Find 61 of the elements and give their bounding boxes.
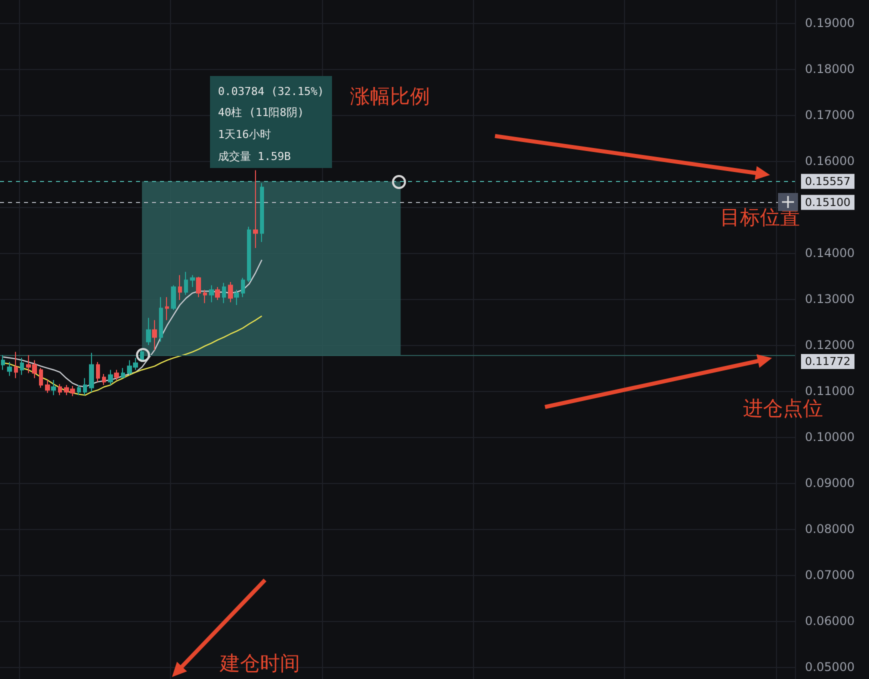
annotation: 40柱 (11阳8阴): [218, 106, 304, 119]
candlestick: [108, 369, 113, 386]
candlestick: [20, 357, 24, 376]
candlestick: [215, 286, 220, 300]
y-tick-label: 0.17000: [805, 108, 855, 122]
ref-line-label: 0.11772: [805, 355, 850, 368]
y-tick-label: 0.07000: [805, 568, 855, 582]
annotation: 涨幅比例: [350, 84, 430, 108]
candlestick: [45, 379, 50, 394]
candlestick: [196, 276, 201, 298]
y-tick-label: 0.11000: [805, 384, 855, 398]
candlestick: [83, 378, 87, 396]
candlestick: [114, 369, 119, 380]
candlestick: [253, 170, 258, 248]
candlestick: [165, 296, 169, 321]
candlestick: [203, 289, 207, 304]
y-tick-label: 0.16000: [805, 154, 855, 168]
candlestick: [184, 271, 188, 296]
ref-line-label: 0.15100: [805, 196, 850, 209]
candlestick: [190, 274, 195, 288]
candlestick: [102, 374, 106, 386]
candlestick: [146, 317, 151, 346]
annotation: 0.03784 (32.15%): [218, 85, 324, 98]
candlestick: [159, 296, 163, 342]
y-tick-label: 0.10000: [805, 430, 855, 444]
line-series: [2, 315, 262, 396]
annotation: 建仓时间: [219, 651, 300, 675]
y-tick-label: 0.13000: [805, 292, 855, 306]
candlestick: [234, 289, 239, 306]
candlestick: [51, 379, 56, 396]
candlestick: [178, 274, 182, 300]
candlestick: [89, 352, 94, 392]
candlestick: [58, 384, 62, 396]
candlestick: [121, 368, 125, 379]
candlestick: [14, 351, 18, 379]
candlestick: [247, 226, 251, 282]
candlestick: [39, 368, 43, 388]
ref-line-label: 0.15557: [805, 174, 850, 188]
candlestick: [228, 281, 233, 303]
y-tick-label: 0.05000: [805, 660, 855, 674]
y-tick-label: 0.08000: [805, 522, 855, 536]
line-series: [2, 259, 262, 388]
y-tick-label: 0.14000: [805, 246, 855, 260]
candlestick: [209, 284, 214, 303]
y-tick-label: 0.12000: [805, 338, 855, 352]
candlestick: [260, 182, 264, 242]
annotation: 1天16小时: [218, 128, 271, 141]
candlestick: [222, 282, 226, 304]
y-tick-label: 0.09000: [805, 476, 855, 490]
candlestick: [7, 362, 12, 376]
candlestick: [96, 362, 100, 382]
candlestick: [77, 384, 81, 396]
annotation: 进仓点位: [743, 396, 823, 420]
candlestick: [241, 277, 245, 298]
y-tick-label: 0.06000: [805, 614, 855, 628]
y-tick-label: 0.19000: [805, 16, 855, 30]
candlestick: [1, 354, 5, 370]
annotation: 成交量 1.59B: [218, 150, 292, 163]
candlestick: [152, 320, 157, 351]
candlestick: [171, 284, 176, 311]
y-tick-label: 0.18000: [805, 62, 855, 76]
